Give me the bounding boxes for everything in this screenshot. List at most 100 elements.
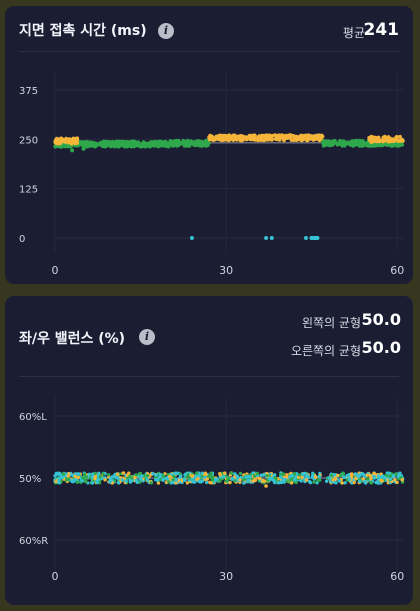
data-point: [377, 143, 382, 147]
data-point: [92, 144, 97, 148]
data-point: [293, 478, 297, 482]
data-point: [293, 135, 298, 139]
data-point: [76, 475, 81, 480]
data-point: [281, 472, 286, 476]
data-point: [67, 477, 71, 481]
data-point: [260, 137, 265, 141]
data-point: [360, 143, 365, 148]
data-point: [142, 144, 146, 148]
x-tick-label: 30: [219, 264, 233, 277]
data-point: [360, 472, 365, 476]
data-point: [110, 141, 114, 146]
data-point: [276, 481, 281, 485]
data-point: [205, 477, 209, 481]
data-point: [343, 481, 347, 485]
data-point: [155, 143, 160, 148]
data-point: [366, 477, 370, 481]
data-point: [349, 139, 354, 144]
balance-card: 좌/우 밸런스 (%) i 왼쪽의 균형 50.0 오른쪽의 균형 50.0 6…: [5, 296, 413, 605]
data-point: [325, 140, 329, 144]
right-balance-label: 오른쪽의 균형: [290, 344, 361, 358]
data-point: [248, 137, 253, 141]
data-point: [161, 475, 166, 479]
data-point: [251, 479, 256, 483]
data-point: [85, 140, 89, 144]
data-point: [231, 138, 236, 142]
data-point: [57, 141, 62, 145]
data-point: [80, 479, 84, 483]
data-point: [171, 480, 175, 485]
data-point: [226, 134, 230, 138]
data-point: [279, 475, 283, 479]
data-point: [340, 481, 344, 485]
data-point: [128, 479, 132, 483]
data-point: [238, 471, 243, 476]
data-point: [75, 136, 79, 140]
data-point: [255, 471, 260, 476]
data-point: [81, 476, 85, 480]
data-point: [154, 140, 158, 145]
data-point: [304, 478, 309, 482]
data-point: [145, 478, 150, 482]
data-point: [209, 471, 213, 475]
data-point: [391, 143, 396, 148]
info-icon[interactable]: i: [158, 23, 174, 39]
data-point: [197, 479, 202, 484]
data-point: [84, 480, 88, 484]
data-point: [294, 138, 299, 142]
data-point: [261, 479, 265, 483]
data-point: [317, 138, 322, 142]
data-point: [57, 479, 61, 483]
data-point: [360, 139, 365, 144]
data-point: [307, 134, 311, 138]
data-point: [396, 474, 400, 478]
data-point: [167, 141, 171, 145]
data-point: [387, 471, 391, 475]
data-point: [253, 474, 257, 478]
data-point: [204, 472, 208, 477]
data-point: [278, 136, 283, 140]
left-balance-label: 왼쪽의 균형: [301, 316, 361, 330]
data-point: [311, 134, 315, 139]
data-point: [171, 144, 175, 148]
data-point: [87, 473, 91, 477]
data-point: [93, 471, 98, 476]
data-point: [209, 136, 214, 140]
data-point: [60, 476, 64, 480]
data-point: [394, 135, 399, 139]
data-point: [116, 477, 120, 481]
data-point: [222, 475, 226, 479]
y-tick-label: 60%L: [19, 412, 47, 423]
data-point: [129, 143, 134, 148]
data-point: [174, 478, 178, 482]
data-point: [200, 471, 204, 475]
data-point: [75, 139, 79, 143]
data-point: [242, 481, 246, 485]
data-point: [342, 475, 346, 480]
x-tick-label: 60: [390, 264, 404, 277]
data-point: [186, 142, 191, 146]
info-icon[interactable]: i: [139, 329, 155, 345]
data-point: [295, 472, 299, 476]
data-point: [369, 480, 373, 485]
right-balance-value: 50.0: [361, 338, 401, 357]
data-point: [62, 138, 66, 142]
data-point: [264, 236, 269, 240]
data-point: [133, 475, 137, 480]
data-point: [235, 474, 239, 478]
data-point: [380, 479, 384, 483]
y-tick-label: 60%R: [19, 536, 48, 547]
data-point: [146, 141, 151, 146]
data-point: [100, 144, 105, 149]
data-point: [140, 474, 144, 478]
data-point: [185, 481, 189, 485]
data-point: [267, 476, 272, 481]
data-point: [215, 477, 219, 482]
data-point: [311, 138, 316, 142]
data-point: [317, 474, 322, 479]
data-point: [258, 476, 262, 481]
data-point: [342, 144, 347, 148]
data-point: [264, 484, 268, 488]
data-point: [178, 140, 182, 145]
data-point: [247, 478, 251, 483]
